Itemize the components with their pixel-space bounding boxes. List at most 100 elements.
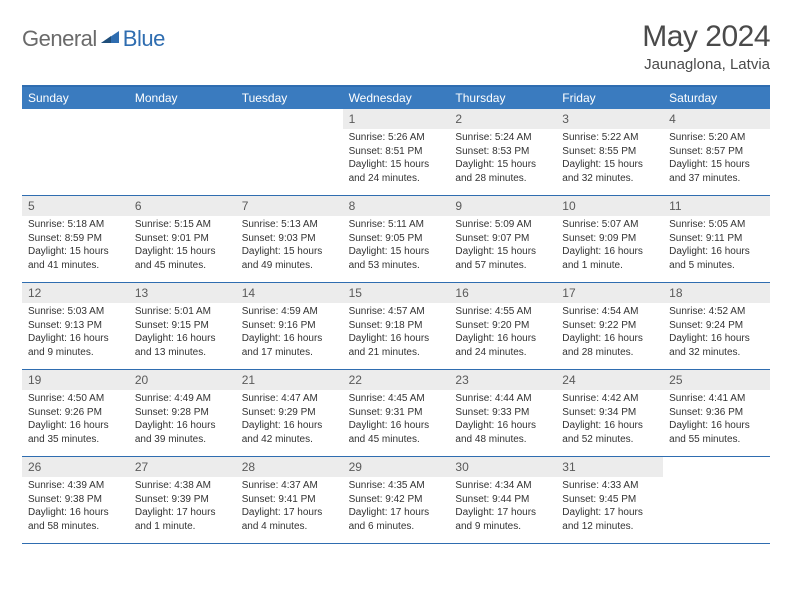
sunset-text: Sunset: 9:34 PM bbox=[562, 406, 657, 420]
day-cell: 24Sunrise: 4:42 AMSunset: 9:34 PMDayligh… bbox=[556, 370, 663, 456]
sunset-text: Sunset: 9:22 PM bbox=[562, 319, 657, 333]
day-cell: 23Sunrise: 4:44 AMSunset: 9:33 PMDayligh… bbox=[449, 370, 556, 456]
daylight-text: Daylight: 16 hours and 45 minutes. bbox=[349, 419, 444, 446]
sunset-text: Sunset: 9:26 PM bbox=[28, 406, 123, 420]
sunrise-text: Sunrise: 4:38 AM bbox=[135, 479, 230, 493]
day-cell: 2Sunrise: 5:24 AMSunset: 8:53 PMDaylight… bbox=[449, 109, 556, 195]
day-header: Tuesday bbox=[236, 87, 343, 109]
daylight-text: Daylight: 16 hours and 58 minutes. bbox=[28, 506, 123, 533]
sunrise-text: Sunrise: 4:42 AM bbox=[562, 392, 657, 406]
day-details: Sunrise: 4:54 AMSunset: 9:22 PMDaylight:… bbox=[556, 303, 663, 363]
sunset-text: Sunset: 9:01 PM bbox=[135, 232, 230, 246]
day-number: 11 bbox=[663, 196, 770, 216]
daylight-text: Daylight: 16 hours and 39 minutes. bbox=[135, 419, 230, 446]
daylight-text: Daylight: 15 hours and 32 minutes. bbox=[562, 158, 657, 185]
day-details: Sunrise: 5:26 AMSunset: 8:51 PMDaylight:… bbox=[343, 129, 450, 189]
day-number: 31 bbox=[556, 457, 663, 477]
day-header: Monday bbox=[129, 87, 236, 109]
sunset-text: Sunset: 9:18 PM bbox=[349, 319, 444, 333]
day-number: 3 bbox=[556, 109, 663, 129]
day-details: Sunrise: 4:39 AMSunset: 9:38 PMDaylight:… bbox=[22, 477, 129, 537]
day-details: Sunrise: 5:07 AMSunset: 9:09 PMDaylight:… bbox=[556, 216, 663, 276]
sunrise-text: Sunrise: 4:47 AM bbox=[242, 392, 337, 406]
day-number: 27 bbox=[129, 457, 236, 477]
daylight-text: Daylight: 16 hours and 35 minutes. bbox=[28, 419, 123, 446]
day-cell: . bbox=[22, 109, 129, 195]
day-cell: 19Sunrise: 4:50 AMSunset: 9:26 PMDayligh… bbox=[22, 370, 129, 456]
day-number: 9 bbox=[449, 196, 556, 216]
triangle-icon bbox=[101, 29, 119, 50]
day-details: Sunrise: 4:49 AMSunset: 9:28 PMDaylight:… bbox=[129, 390, 236, 450]
day-header: Thursday bbox=[449, 87, 556, 109]
week-row: 12Sunrise: 5:03 AMSunset: 9:13 PMDayligh… bbox=[22, 283, 770, 370]
day-cell: 9Sunrise: 5:09 AMSunset: 9:07 PMDaylight… bbox=[449, 196, 556, 282]
sunrise-text: Sunrise: 5:15 AM bbox=[135, 218, 230, 232]
title-block: May 2024 Jaunaglona, Latvia bbox=[642, 20, 770, 73]
sunset-text: Sunset: 8:51 PM bbox=[349, 145, 444, 159]
sunset-text: Sunset: 9:09 PM bbox=[562, 232, 657, 246]
day-number: 24 bbox=[556, 370, 663, 390]
day-cell: 26Sunrise: 4:39 AMSunset: 9:38 PMDayligh… bbox=[22, 457, 129, 543]
week-row: 19Sunrise: 4:50 AMSunset: 9:26 PMDayligh… bbox=[22, 370, 770, 457]
sunset-text: Sunset: 9:44 PM bbox=[455, 493, 550, 507]
day-cell: 14Sunrise: 4:59 AMSunset: 9:16 PMDayligh… bbox=[236, 283, 343, 369]
daylight-text: Daylight: 16 hours and 13 minutes. bbox=[135, 332, 230, 359]
day-number: 1 bbox=[343, 109, 450, 129]
day-number: 20 bbox=[129, 370, 236, 390]
day-number: 2 bbox=[449, 109, 556, 129]
sunset-text: Sunset: 9:24 PM bbox=[669, 319, 764, 333]
sunrise-text: Sunrise: 4:33 AM bbox=[562, 479, 657, 493]
sunrise-text: Sunrise: 4:57 AM bbox=[349, 305, 444, 319]
daylight-text: Daylight: 15 hours and 57 minutes. bbox=[455, 245, 550, 272]
day-cell: 6Sunrise: 5:15 AMSunset: 9:01 PMDaylight… bbox=[129, 196, 236, 282]
day-number: 23 bbox=[449, 370, 556, 390]
daylight-text: Daylight: 17 hours and 9 minutes. bbox=[455, 506, 550, 533]
day-details: Sunrise: 4:44 AMSunset: 9:33 PMDaylight:… bbox=[449, 390, 556, 450]
sunrise-text: Sunrise: 5:01 AM bbox=[135, 305, 230, 319]
day-number: 26 bbox=[22, 457, 129, 477]
day-cell: 15Sunrise: 4:57 AMSunset: 9:18 PMDayligh… bbox=[343, 283, 450, 369]
daylight-text: Daylight: 16 hours and 17 minutes. bbox=[242, 332, 337, 359]
day-number: 16 bbox=[449, 283, 556, 303]
sunset-text: Sunset: 9:36 PM bbox=[669, 406, 764, 420]
sunrise-text: Sunrise: 4:35 AM bbox=[349, 479, 444, 493]
day-number: 10 bbox=[556, 196, 663, 216]
sunset-text: Sunset: 9:11 PM bbox=[669, 232, 764, 246]
sunrise-text: Sunrise: 5:22 AM bbox=[562, 131, 657, 145]
day-number: 5 bbox=[22, 196, 129, 216]
day-details: Sunrise: 4:42 AMSunset: 9:34 PMDaylight:… bbox=[556, 390, 663, 450]
daylight-text: Daylight: 15 hours and 53 minutes. bbox=[349, 245, 444, 272]
day-number: 17 bbox=[556, 283, 663, 303]
daylight-text: Daylight: 16 hours and 9 minutes. bbox=[28, 332, 123, 359]
day-cell: 17Sunrise: 4:54 AMSunset: 9:22 PMDayligh… bbox=[556, 283, 663, 369]
sunrise-text: Sunrise: 4:55 AM bbox=[455, 305, 550, 319]
day-cell: 11Sunrise: 5:05 AMSunset: 9:11 PMDayligh… bbox=[663, 196, 770, 282]
day-cell: . bbox=[663, 457, 770, 543]
day-details: Sunrise: 5:15 AMSunset: 9:01 PMDaylight:… bbox=[129, 216, 236, 276]
day-cell: 25Sunrise: 4:41 AMSunset: 9:36 PMDayligh… bbox=[663, 370, 770, 456]
daylight-text: Daylight: 15 hours and 28 minutes. bbox=[455, 158, 550, 185]
day-number: 6 bbox=[129, 196, 236, 216]
day-cell: 16Sunrise: 4:55 AMSunset: 9:20 PMDayligh… bbox=[449, 283, 556, 369]
sunrise-text: Sunrise: 5:11 AM bbox=[349, 218, 444, 232]
logo-text-general: General bbox=[22, 26, 97, 52]
daylight-text: Daylight: 16 hours and 21 minutes. bbox=[349, 332, 444, 359]
sunrise-text: Sunrise: 4:50 AM bbox=[28, 392, 123, 406]
day-number: 14 bbox=[236, 283, 343, 303]
day-number: 8 bbox=[343, 196, 450, 216]
day-number: 21 bbox=[236, 370, 343, 390]
sunrise-text: Sunrise: 5:13 AM bbox=[242, 218, 337, 232]
daylight-text: Daylight: 17 hours and 1 minute. bbox=[135, 506, 230, 533]
day-details: Sunrise: 5:22 AMSunset: 8:55 PMDaylight:… bbox=[556, 129, 663, 189]
day-header: Friday bbox=[556, 87, 663, 109]
sunset-text: Sunset: 9:15 PM bbox=[135, 319, 230, 333]
sunset-text: Sunset: 9:45 PM bbox=[562, 493, 657, 507]
day-cell: 4Sunrise: 5:20 AMSunset: 8:57 PMDaylight… bbox=[663, 109, 770, 195]
day-details: Sunrise: 5:01 AMSunset: 9:15 PMDaylight:… bbox=[129, 303, 236, 363]
day-header: Sunday bbox=[22, 87, 129, 109]
day-details: Sunrise: 4:35 AMSunset: 9:42 PMDaylight:… bbox=[343, 477, 450, 537]
day-number: 30 bbox=[449, 457, 556, 477]
day-details: Sunrise: 5:11 AMSunset: 9:05 PMDaylight:… bbox=[343, 216, 450, 276]
daylight-text: Daylight: 15 hours and 24 minutes. bbox=[349, 158, 444, 185]
day-cell: 21Sunrise: 4:47 AMSunset: 9:29 PMDayligh… bbox=[236, 370, 343, 456]
